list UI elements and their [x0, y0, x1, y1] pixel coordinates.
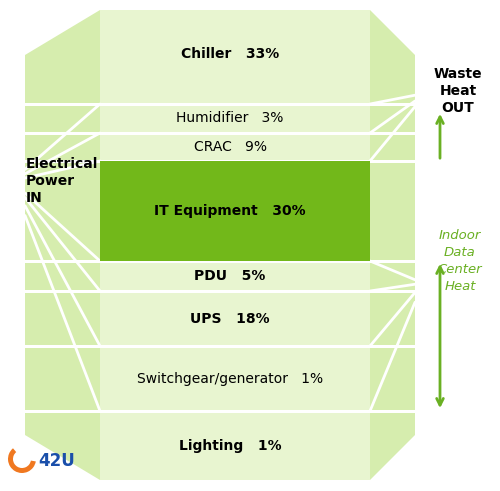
- Text: PDU   5%: PDU 5%: [194, 269, 266, 283]
- Text: 42U: 42U: [38, 452, 75, 470]
- Wedge shape: [8, 448, 36, 473]
- Text: Humidifier   3%: Humidifier 3%: [176, 111, 284, 125]
- Bar: [25, 290, 415, 293]
- Bar: [25, 160, 415, 163]
- Text: Switchgear/generator   1%: Switchgear/generator 1%: [137, 372, 323, 386]
- Text: Electrical
Power
IN: Electrical Power IN: [26, 157, 98, 205]
- Text: IT Equipment   30%: IT Equipment 30%: [154, 204, 306, 218]
- Bar: [100, 10, 370, 480]
- Bar: [100, 161, 370, 261]
- Text: Lighting   1%: Lighting 1%: [178, 439, 282, 453]
- Text: Waste
Heat
OUT: Waste Heat OUT: [434, 67, 482, 115]
- Polygon shape: [25, 10, 415, 480]
- Bar: [25, 409, 415, 412]
- Bar: [25, 260, 415, 263]
- Bar: [25, 345, 415, 348]
- Bar: [25, 132, 415, 135]
- Text: Indoor
Data
Center
Heat: Indoor Data Center Heat: [438, 229, 482, 293]
- Text: CRAC   9%: CRAC 9%: [194, 140, 266, 154]
- Text: Chiller   33%: Chiller 33%: [181, 47, 279, 61]
- Bar: [25, 103, 415, 106]
- Text: UPS   18%: UPS 18%: [190, 312, 270, 326]
